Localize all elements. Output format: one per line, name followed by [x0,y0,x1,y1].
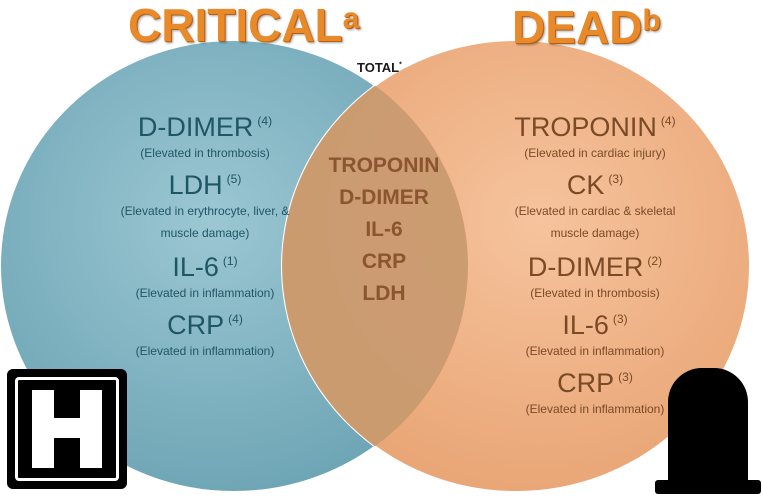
item-count: (4) [660,114,676,128]
item-note: (Elevated in inflammation) [525,402,665,416]
hospital-icon-crossbar [50,418,84,438]
dead-item-crp: CRP (3) (Elevated in inflammation) [470,368,720,420]
item-name: CRP [557,368,615,398]
item-note: (Elevated in erythrocyte, liver, & [120,204,290,218]
hospital-icon-right-bar [80,390,102,468]
item-count: (1) [222,254,238,268]
dead-item-troponin: TROPONIN (4) (Elevated in cardiac injury) [470,112,720,164]
item-note: (Elevated in cardiac injury) [524,146,666,160]
item-name: IL-6 [562,310,609,340]
item-count: (4) [257,114,273,128]
item-note: (Elevated in inflammation) [135,286,275,300]
item-name: IL-6 [172,252,219,282]
dead-item-d-dimer: D-DIMER (2) (Elevated in thrombosis) [470,252,720,304]
item-name: TROPONIN [514,112,657,142]
overlap-item: IL-6 [365,218,403,241]
overlap-item: LDH [362,282,406,305]
hospital-icon [7,369,127,489]
critical-item-il6: IL-6 (1) (Elevated in inflammation) [70,252,340,304]
critical-item-ldh: LDH (5) (Elevated in erythrocyte, liver, … [70,170,340,244]
overlap-item: CRP [361,250,407,273]
critical-heading: CRITICALa [128,0,360,51]
item-count: (3) [612,312,628,326]
overlap-region [282,40,468,492]
dead-item-il6: IL-6 (3) (Elevated in inflammation) [470,310,720,362]
item-count: (4) [228,312,243,326]
item-note: muscle damage) [550,226,640,240]
critical-item-d-dimer: D-DIMER (4) (Elevated in thrombosis) [70,112,340,164]
overlap-list: TROPONIN D-DIMER IL-6 CRP LDH [314,150,454,310]
item-count: (3) [608,172,624,186]
overlap-item: TROPONIN [328,154,440,177]
item-note: (Elevated in inflammation) [525,344,665,358]
item-name: LDH [168,170,223,200]
item-count: (3) [618,370,633,384]
total-label: TOTAL* [357,60,402,75]
tombstone-base [655,480,761,494]
hospital-icon-frame [15,377,119,481]
overlap-item: D-DIMER [339,186,429,209]
item-note: muscle damage) [160,226,250,240]
item-note: (Elevated in cardiac & skeletal [514,204,676,218]
item-count: (5) [226,172,242,186]
item-name: CRP [167,310,225,340]
dead-item-ck: CK (3) (Elevated in cardiac & skeletal mu… [470,170,720,244]
item-note: (Elevated in inflammation) [135,344,275,358]
dead-heading: DEADb [512,1,661,53]
item-name: D-DIMER [137,112,254,142]
hospital-icon-left-bar [32,390,54,468]
item-count: (2) [647,254,663,268]
item-note: (Elevated in thrombosis) [140,146,270,160]
item-note: (Elevated in thrombosis) [530,286,660,300]
item-name: CK [566,170,605,200]
item-name: D-DIMER [527,252,644,282]
tombstone-icon [668,368,748,490]
critical-item-crp: CRP (4) (Elevated in inflammation) [70,310,340,362]
